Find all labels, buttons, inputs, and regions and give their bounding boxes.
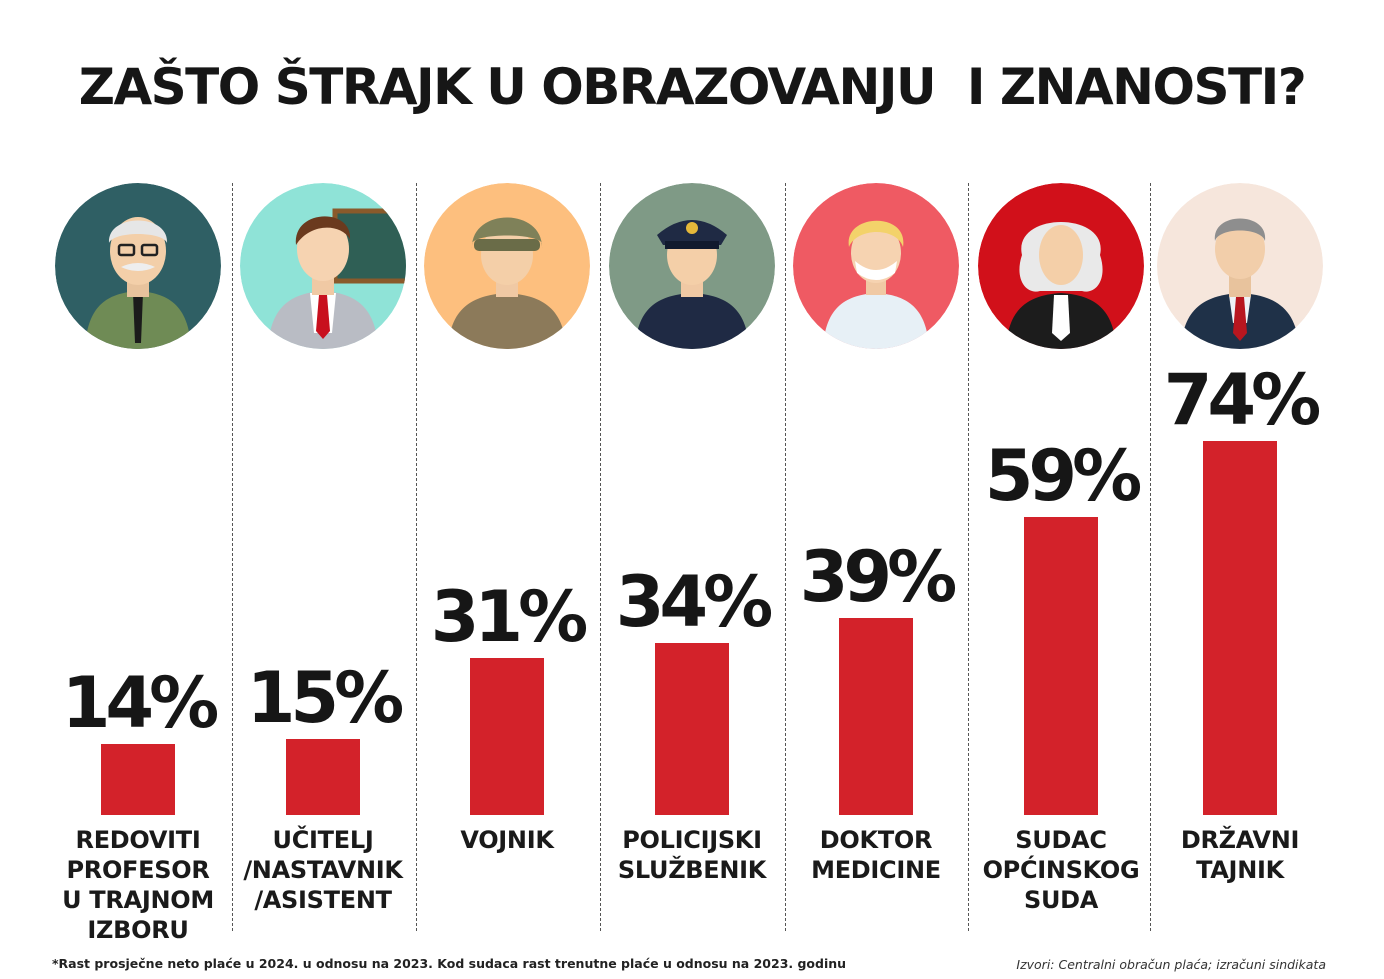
value-label: 14%	[61, 662, 220, 744]
bar	[839, 618, 913, 815]
column-divider	[1150, 183, 1151, 931]
soldier-icon	[424, 183, 590, 349]
category-label: UČITELJ /NASTAVNIK /ASISTENT	[243, 826, 403, 914]
bar	[470, 658, 544, 815]
value-label: 39%	[799, 536, 958, 618]
category-label: DOKTOR MEDICINE	[811, 826, 941, 884]
judge-icon	[978, 183, 1144, 349]
column-divider	[600, 183, 601, 931]
category-label: REDOVITI PROFESOR U TRAJNOM IZBORU	[62, 826, 214, 944]
bar	[101, 744, 175, 815]
value-label: 59%	[984, 435, 1143, 517]
column-divider	[416, 183, 417, 931]
teacher-icon	[240, 183, 406, 349]
professor-icon	[55, 183, 221, 349]
category-label: POLICIJSKI SLUŽBENIK	[617, 826, 767, 884]
category-label: VOJNIK	[460, 826, 554, 854]
column-divider	[968, 183, 969, 931]
doctor-icon	[793, 183, 959, 349]
bar	[655, 643, 729, 815]
column-divider	[232, 183, 233, 931]
column-divider	[785, 183, 786, 931]
footnote: *Rast prosječne neto plaće u 2024. u odn…	[52, 956, 847, 971]
police-officer-icon	[609, 183, 775, 349]
value-label: 34%	[615, 561, 774, 643]
value-label: 31%	[430, 576, 589, 658]
category-label: DRŽAVNI TAJNIK	[1180, 826, 1300, 884]
state-secretary-icon	[1157, 183, 1323, 349]
source-note: Izvori: Centralni obračun plaća; izračun…	[1016, 957, 1326, 972]
chart-title: ZAŠTO ŠTRAJK U OBRAZOVANJU I ZNANOSTI?	[78, 58, 1307, 116]
value-label: 15%	[246, 657, 405, 739]
bar	[286, 739, 360, 815]
bar	[1024, 517, 1098, 815]
bar	[1203, 441, 1277, 815]
value-label: 74%	[1163, 359, 1322, 441]
category-label: SUDAC OPĆINSKOG SUDA	[982, 826, 1140, 914]
